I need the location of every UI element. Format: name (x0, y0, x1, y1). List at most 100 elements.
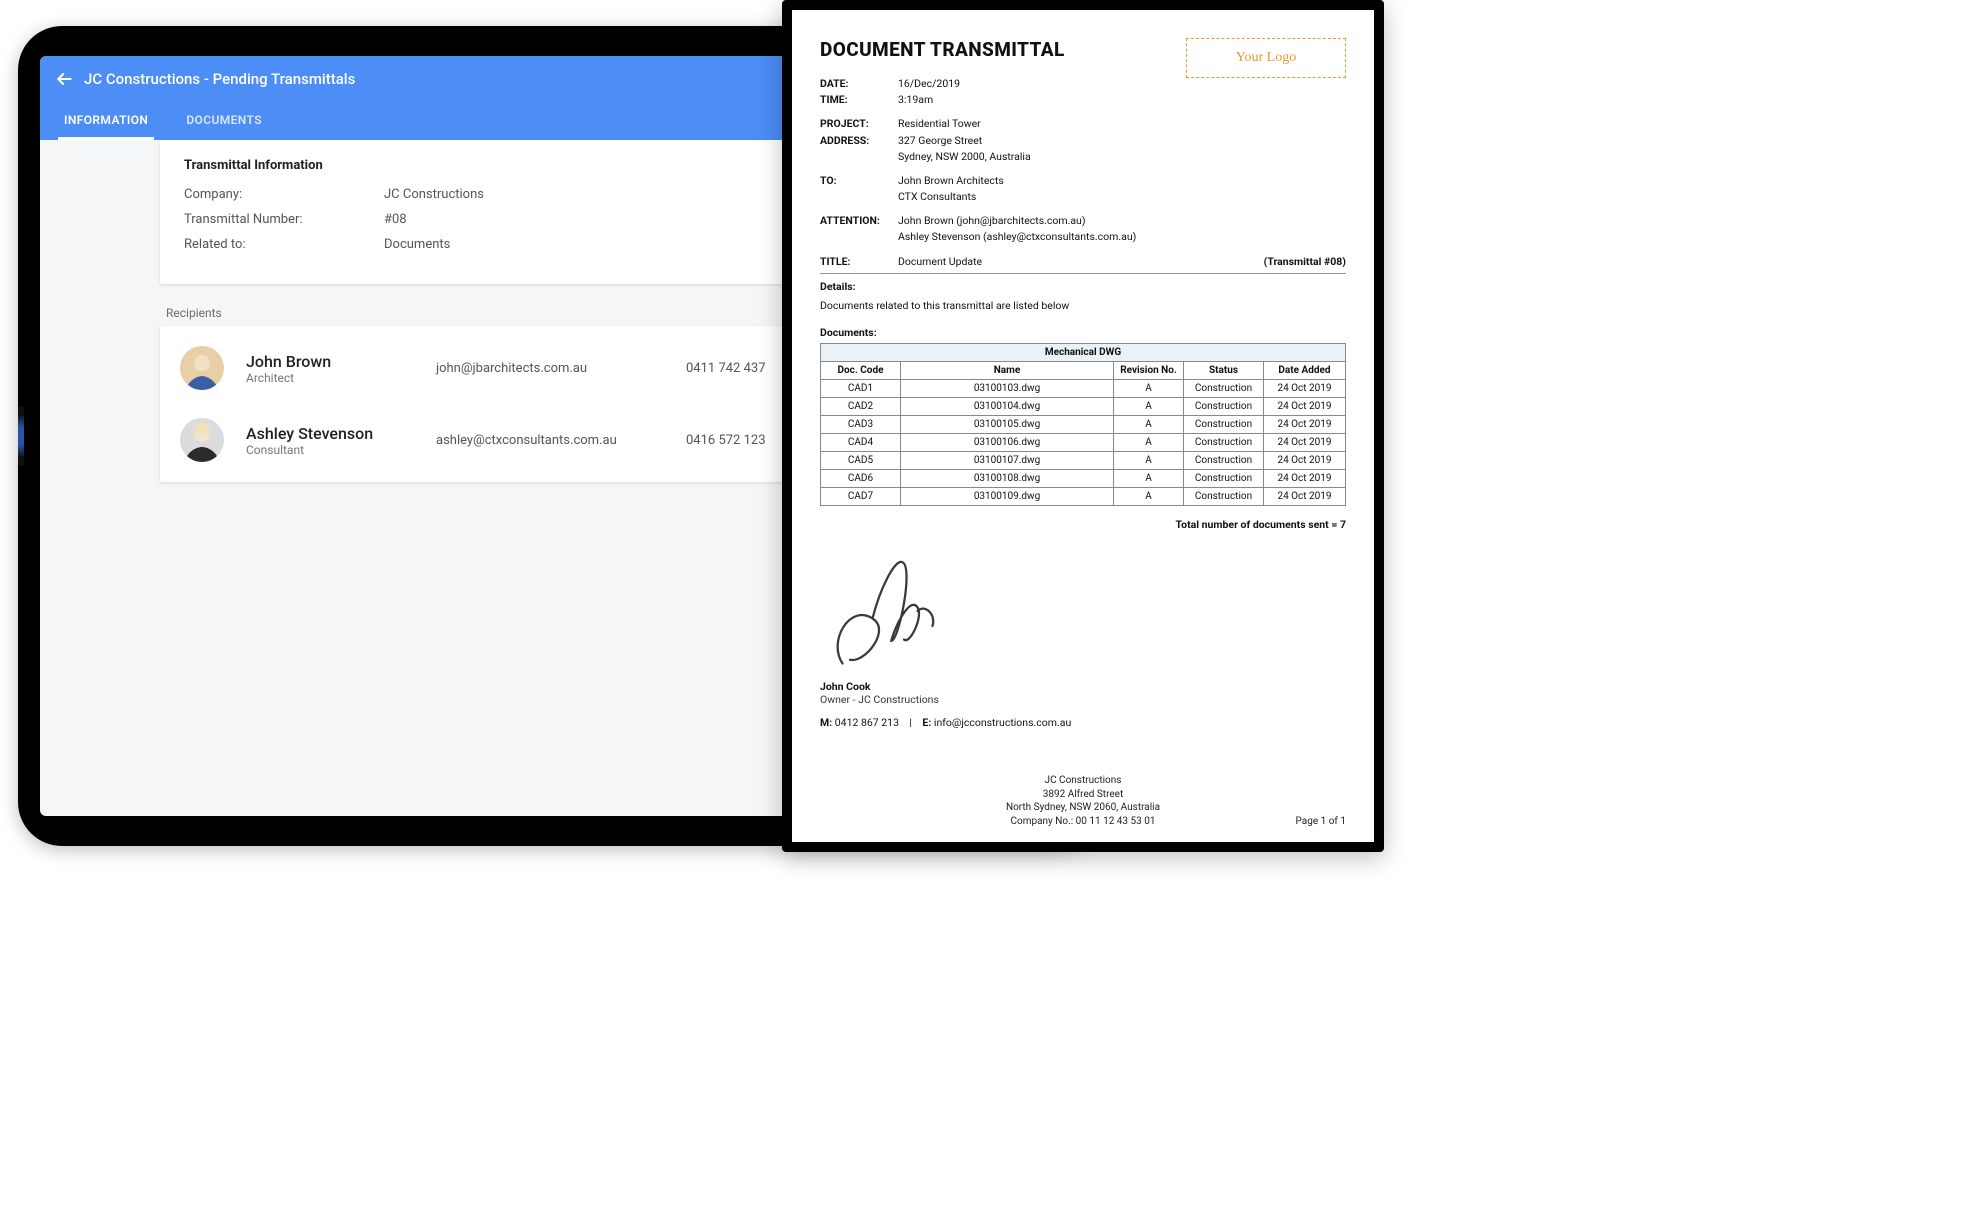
documents-header: Documents: (820, 326, 1346, 339)
info-number-label: Transmittal Number: (184, 212, 384, 227)
cell-name: 03100108.dwg (901, 469, 1114, 487)
person-icon (180, 346, 224, 390)
tab-documents[interactable]: DOCUMENTS (180, 103, 268, 140)
cell-status: Construction (1184, 415, 1264, 433)
to-value-2: CTX Consultants (898, 190, 976, 204)
cell-date: 24 Oct 2019 (1264, 487, 1346, 505)
doc-title-value: Document Update (898, 255, 982, 268)
info-company-label: Company: (184, 187, 384, 202)
cell-code: CAD4 (821, 433, 901, 451)
address-value-2: Sydney, NSW 2000, Australia (898, 150, 1031, 164)
cell-name: 03100106.dwg (901, 433, 1114, 451)
cell-date: 24 Oct 2019 (1264, 469, 1346, 487)
contact-e: info@jcconstructions.com.au (934, 716, 1071, 729)
cell-date: 24 Oct 2019 (1264, 451, 1346, 469)
transmittal-ref: (Transmittal #08) (1264, 255, 1346, 268)
date-label: DATE: (820, 77, 898, 91)
foot-page: Page 1 of 1 (1296, 815, 1346, 829)
cell-name: 03100109.dwg (901, 487, 1114, 505)
foot-addr1: 3892 Alfred Street (820, 788, 1346, 802)
table-row: CAD103100103.dwgAConstruction24 Oct 2019 (821, 379, 1346, 397)
cell-rev: A (1114, 433, 1184, 451)
back-button[interactable] (54, 69, 76, 89)
cell-rev: A (1114, 397, 1184, 415)
recipient-role: Architect (246, 371, 436, 385)
cell-status: Construction (1184, 433, 1264, 451)
tablet-camera (18, 406, 24, 466)
cell-status: Construction (1184, 397, 1264, 415)
cell-code: CAD1 (821, 379, 901, 397)
project-label: PROJECT: (820, 117, 898, 131)
doc-to: TO:John Brown Architects CTX Consultants (820, 174, 1346, 204)
foot-addr2: North Sydney, NSW 2060, Australia (820, 801, 1346, 815)
documents-total: Total number of documents sent = 7 (820, 518, 1346, 531)
info-number-value: #08 (384, 212, 407, 227)
cell-date: 24 Oct 2019 (1264, 379, 1346, 397)
table-row: CAD203100104.dwgAConstruction24 Oct 2019 (821, 397, 1346, 415)
time-label: TIME: (820, 93, 898, 107)
recipient-name: Ashley Stevenson (246, 424, 436, 443)
col-code: Doc. Code (821, 361, 901, 379)
foot-company: JC Constructions (820, 774, 1346, 788)
col-status: Status (1184, 361, 1264, 379)
col-date: Date Added (1264, 361, 1346, 379)
doc-datetime: DATE:16/Dec/2019 TIME:3:19am (820, 77, 1346, 107)
recipient-email: ashley@ctxconsultants.com.au (436, 433, 686, 448)
recipient-email: john@jbarchitects.com.au (436, 361, 686, 376)
signature-icon (820, 551, 970, 671)
cell-code: CAD3 (821, 415, 901, 433)
info-related-value: Documents (384, 237, 450, 252)
cell-name: 03100105.dwg (901, 415, 1114, 433)
col-name: Name (901, 361, 1114, 379)
table-row: CAD603100108.dwgAConstruction24 Oct 2019 (821, 469, 1346, 487)
signature (820, 551, 1346, 674)
person-icon (180, 418, 224, 462)
table-group: Mechanical DWG (821, 343, 1346, 361)
table-row: CAD503100107.dwgAConstruction24 Oct 2019 (821, 451, 1346, 469)
contact-m-label: M: (820, 716, 832, 729)
col-rev: Revision No. (1114, 361, 1184, 379)
signer-role: Owner - JC Constructions (820, 693, 1346, 706)
cell-status: Construction (1184, 379, 1264, 397)
attn-value-1: John Brown (john@jbarchitects.com.au) (898, 214, 1086, 228)
cell-status: Construction (1184, 469, 1264, 487)
foot-companyno: Company No.: 00 11 12 43 53 01 (820, 815, 1346, 829)
table-row: CAD403100106.dwgAConstruction24 Oct 2019 (821, 433, 1346, 451)
info-company-value: JC Constructions (384, 187, 484, 202)
contact-line: M: 0412 867 213 | E: info@jcconstruction… (820, 716, 1346, 729)
cell-code: CAD5 (821, 451, 901, 469)
address-label: ADDRESS: (820, 134, 898, 148)
recipient-identity: Ashley Stevenson Consultant (246, 424, 436, 457)
tab-information[interactable]: INFORMATION (58, 103, 154, 140)
doc-footer: JC Constructions 3892 Alfred Street Nort… (820, 774, 1346, 828)
to-value-1: John Brown Architects (898, 174, 1004, 188)
cell-status: Construction (1184, 487, 1264, 505)
avatar (180, 418, 224, 462)
attention-label: ATTENTION: (820, 214, 898, 228)
cell-rev: A (1114, 379, 1184, 397)
table-row: CAD303100105.dwgAConstruction24 Oct 2019 (821, 415, 1346, 433)
cell-code: CAD7 (821, 487, 901, 505)
cell-status: Construction (1184, 451, 1264, 469)
recipient-name: John Brown (246, 352, 436, 371)
doc-project: PROJECT:Residential Tower ADDRESS:327 Ge… (820, 117, 1346, 164)
cell-date: 24 Oct 2019 (1264, 397, 1346, 415)
cell-rev: A (1114, 469, 1184, 487)
doc-title-label: TITLE: (820, 255, 898, 268)
date-value: 16/Dec/2019 (898, 77, 960, 91)
contact-sep: | (909, 716, 912, 729)
contact-e-label: E: (922, 716, 931, 729)
logo-placeholder: Your Logo (1186, 38, 1346, 78)
to-label: TO: (820, 174, 898, 188)
cell-code: CAD2 (821, 397, 901, 415)
cell-rev: A (1114, 487, 1184, 505)
info-related-label: Related to: (184, 237, 384, 252)
cell-name: 03100104.dwg (901, 397, 1114, 415)
document-preview: DOCUMENT TRANSMITTAL Your Logo DATE:16/D… (782, 0, 1384, 852)
doc-attention: ATTENTION:John Brown (john@jbarchitects.… (820, 214, 1346, 244)
details-text: Documents related to this transmittal ar… (820, 299, 1346, 312)
contact-m: 0412 867 213 (835, 716, 899, 729)
cell-rev: A (1114, 451, 1184, 469)
details-header: Details: (820, 280, 1346, 293)
recipient-identity: John Brown Architect (246, 352, 436, 385)
